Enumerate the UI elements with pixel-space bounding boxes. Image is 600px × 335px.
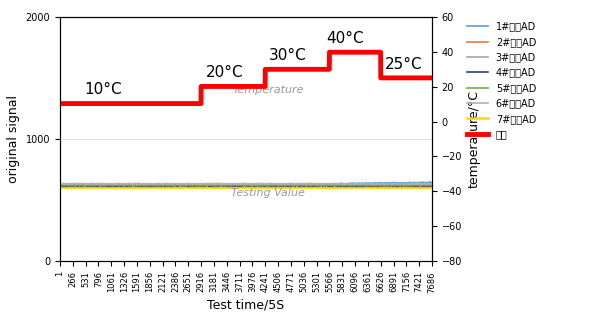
Text: 20°C: 20°C (206, 65, 244, 80)
Y-axis label: original signal: original signal (7, 95, 20, 183)
Text: Testing Value: Testing Value (231, 189, 305, 199)
Text: 10°C: 10°C (85, 82, 122, 97)
Text: 40°C: 40°C (327, 31, 364, 46)
Y-axis label: temperature/°C: temperature/°C (468, 90, 481, 188)
Text: 25°C: 25°C (385, 57, 422, 72)
Text: 30°C: 30°C (269, 48, 307, 63)
Text: Temperature: Temperature (232, 84, 304, 94)
X-axis label: Test time/5S: Test time/5S (208, 298, 284, 311)
Legend: 1#测量AD, 2#测量AD, 3#测量AD, 4#测量AD, 5#测量AD, 6#测量AD, 7#测量AD, 温度: 1#测量AD, 2#测量AD, 3#测量AD, 4#测量AD, 5#测量AD, … (467, 22, 536, 139)
